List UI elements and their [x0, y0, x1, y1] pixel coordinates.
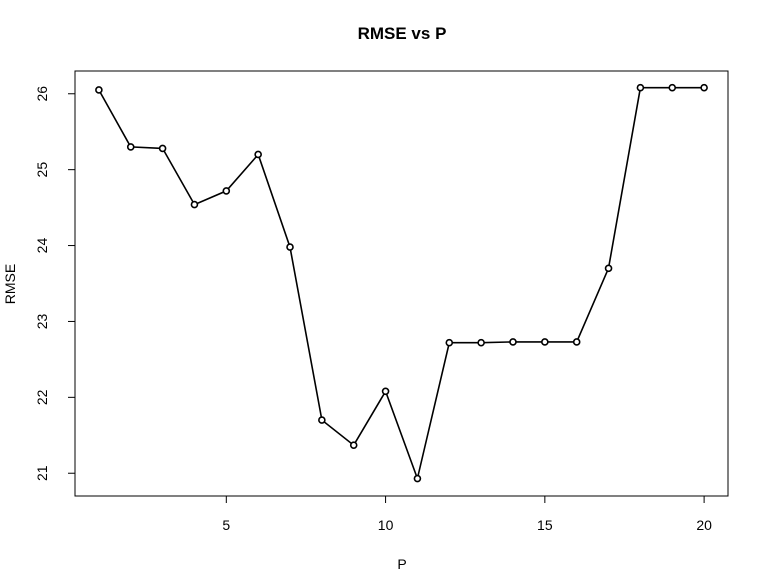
data-point: [445, 338, 454, 347]
y-axis-label: RMSE: [2, 264, 18, 304]
data-point: [254, 150, 262, 159]
data-points: [95, 83, 708, 483]
data-point: [636, 83, 645, 92]
series-line: [98, 86, 705, 482]
data-point: [477, 338, 485, 347]
data-point: [700, 83, 708, 92]
data-point: [381, 387, 390, 396]
y-tick-label: 26: [34, 86, 50, 102]
data-point: [541, 338, 549, 346]
x-axis: 5 10 15 20: [222, 496, 712, 533]
data-point: [126, 143, 135, 151]
y-tick-label: 21: [34, 465, 50, 481]
y-axis: 21 22 23 24 25 26: [34, 86, 75, 481]
y-tick-label: 22: [34, 389, 50, 405]
data-point: [190, 200, 199, 209]
y-tick-label: 25: [34, 162, 50, 178]
y-tick-label: 23: [34, 313, 50, 329]
chart-title: RMSE vs P: [358, 24, 447, 43]
x-tick-label: 20: [696, 517, 712, 533]
data-point: [318, 416, 326, 424]
data-point: [604, 264, 613, 273]
data-point: [95, 86, 103, 94]
data-point: [572, 338, 581, 346]
y-tick-label: 24: [34, 238, 50, 254]
data-point: [413, 474, 422, 483]
data-point: [509, 338, 517, 346]
data-point: [349, 441, 358, 449]
x-tick-label: 5: [222, 517, 230, 533]
data-point: [222, 187, 231, 195]
x-tick-label: 15: [537, 517, 553, 533]
data-point: [286, 243, 294, 251]
data-point: [668, 83, 677, 92]
x-tick-label: 10: [378, 517, 394, 533]
data-point: [158, 144, 167, 153]
x-axis-label: P: [397, 556, 406, 572]
plot-frame: [74, 70, 729, 497]
